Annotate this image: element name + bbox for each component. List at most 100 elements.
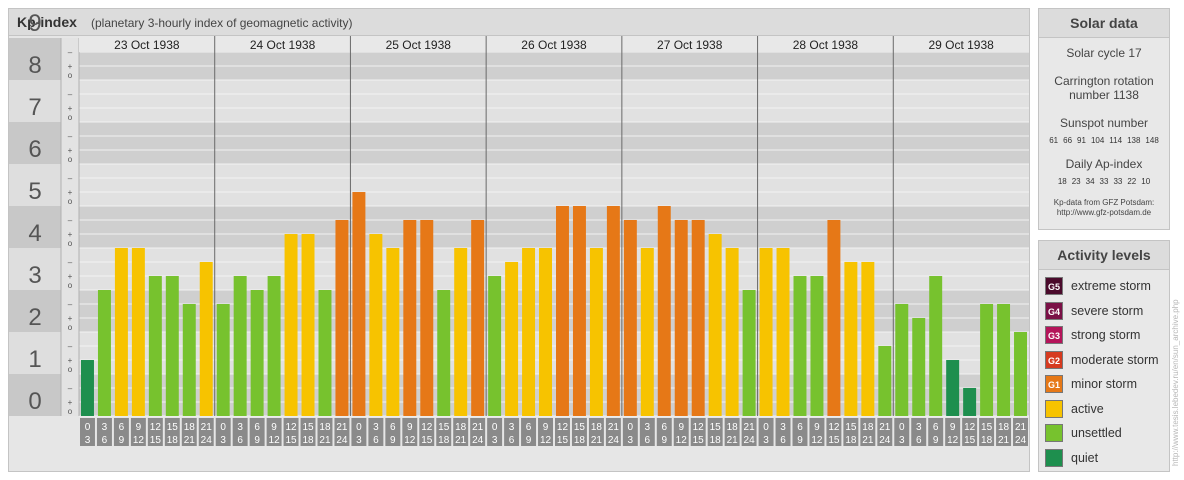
minor-tick-label: + xyxy=(68,272,73,281)
kp-bar xyxy=(437,290,451,416)
interval-start-label: 0 xyxy=(628,422,634,433)
interval-box xyxy=(724,418,740,446)
interval-end-label: 24 xyxy=(201,435,213,446)
interval-end-label: 21 xyxy=(184,435,196,446)
interval-start-label: 18 xyxy=(184,422,196,433)
kp-bar xyxy=(301,234,315,416)
kp-bar xyxy=(165,276,179,416)
interval-end-label: 12 xyxy=(269,435,281,446)
kp-bar xyxy=(182,303,196,416)
interval-end-label: 9 xyxy=(661,435,667,446)
legend-label: unsettled xyxy=(1071,426,1122,441)
kp-bar xyxy=(589,248,603,416)
interval-box xyxy=(605,418,621,446)
interval-box xyxy=(639,418,655,446)
interval-end-label: 21 xyxy=(455,435,467,446)
interval-box xyxy=(1013,418,1028,446)
interval-box xyxy=(470,418,486,446)
y-tick-label: 6 xyxy=(28,136,41,163)
interval-end-label: 12 xyxy=(404,435,416,446)
interval-end-label: 6 xyxy=(645,435,651,446)
interval-end-label: 18 xyxy=(574,435,586,446)
interval-start-label: 3 xyxy=(645,422,651,433)
legend-swatch: G2 xyxy=(1045,350,1063,369)
interval-start-label: 6 xyxy=(526,422,532,433)
interval-start-label: 6 xyxy=(390,422,396,433)
ap-title: Daily Ap-index xyxy=(1065,157,1143,171)
interval-end-label: 15 xyxy=(828,435,840,446)
interval-start-label: 6 xyxy=(933,422,939,433)
interval-start-label: 21 xyxy=(1015,422,1027,433)
ylabel-band xyxy=(9,248,61,290)
interval-box xyxy=(741,418,757,446)
interval-start-label: 21 xyxy=(472,422,484,433)
ap-value: 33 xyxy=(1099,177,1109,186)
interval-end-label: 12 xyxy=(811,435,823,446)
legend-label: quiet xyxy=(1071,450,1099,465)
interval-start-label: 15 xyxy=(981,422,993,433)
kp-bar xyxy=(708,234,722,416)
minor-tick-label: o xyxy=(68,197,73,206)
interval-start-label: 15 xyxy=(438,422,450,433)
interval-end-label: 6 xyxy=(237,435,243,446)
interval-start-label: 12 xyxy=(693,422,705,433)
interval-end-label: 3 xyxy=(763,435,769,446)
interval-box xyxy=(266,418,282,446)
legend-item: active xyxy=(1039,397,1169,422)
minor-tick-label: + xyxy=(68,398,73,407)
minor-tick-label: + xyxy=(68,62,73,71)
legend-label: active xyxy=(1071,401,1104,416)
kp-bar xyxy=(572,206,586,416)
y-tick-label: 7 xyxy=(28,94,41,121)
ap-value: 10 xyxy=(1141,177,1151,186)
kp-bar xyxy=(844,261,858,416)
source-link[interactable]: http://www.gfz-potsdam.de xyxy=(1056,208,1152,217)
interval-start-label: 9 xyxy=(814,422,820,433)
kp-bar xyxy=(878,345,892,416)
kp-bar xyxy=(114,248,128,416)
interval-box xyxy=(368,418,384,446)
interval-box xyxy=(979,418,995,446)
interval-box xyxy=(656,418,672,446)
legend-swatch: G4 xyxy=(1045,301,1063,320)
interval-start-label: 9 xyxy=(950,422,956,433)
sunspot-value: 138 xyxy=(1127,136,1141,145)
interval-start-label: 3 xyxy=(916,422,922,433)
interval-start-label: 12 xyxy=(421,422,433,433)
chart-title: Kp-index xyxy=(17,14,77,30)
interval-end-label: 18 xyxy=(438,435,450,446)
interval-box xyxy=(707,418,723,446)
interval-end-label: 3 xyxy=(492,435,498,446)
interval-end-label: 9 xyxy=(254,435,260,446)
interval-box xyxy=(249,418,265,446)
kp-bar xyxy=(352,192,366,416)
kp-bar xyxy=(471,219,485,416)
legend-swatch xyxy=(1045,448,1063,467)
minor-tick-label: o xyxy=(68,239,73,248)
interval-box xyxy=(113,418,129,446)
kp-bar xyxy=(657,206,671,416)
interval-box xyxy=(826,418,842,446)
interval-box xyxy=(571,418,587,446)
interval-box xyxy=(181,418,197,446)
interval-box xyxy=(928,418,944,446)
interval-end-label: 6 xyxy=(102,435,108,446)
interval-box xyxy=(894,418,910,446)
interval-box xyxy=(996,418,1012,446)
legend-label: strong storm xyxy=(1071,328,1141,343)
interval-start-label: 0 xyxy=(899,422,905,433)
interval-end-label: 21 xyxy=(862,435,874,446)
interval-end-label: 6 xyxy=(509,435,515,446)
interval-end-label: 18 xyxy=(167,435,179,446)
ap-value: 33 xyxy=(1113,177,1123,186)
date-label: 24 Oct 1938 xyxy=(250,38,316,52)
legend-label: severe storm xyxy=(1071,303,1144,318)
interval-box xyxy=(843,418,859,446)
carrington-line-2: number 1138 xyxy=(1069,88,1139,102)
kp-bar xyxy=(216,303,230,416)
interval-end-label: 12 xyxy=(947,435,959,446)
y-tick-label: 1 xyxy=(28,346,41,373)
kp-bar xyxy=(946,360,960,416)
interval-end-label: 12 xyxy=(133,435,145,446)
interval-start-label: 18 xyxy=(591,422,603,433)
